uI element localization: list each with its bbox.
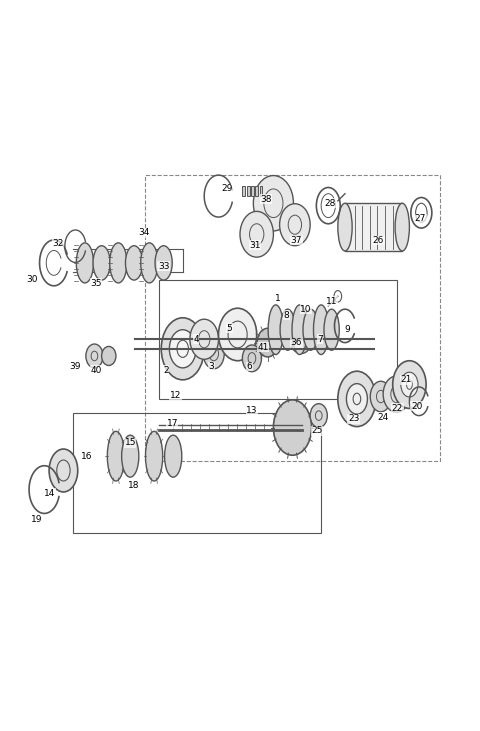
Text: 32: 32 [52,239,63,249]
Text: 19: 19 [30,515,42,523]
Ellipse shape [203,338,224,369]
Ellipse shape [121,435,139,477]
Ellipse shape [274,400,312,455]
Ellipse shape [155,246,172,280]
Text: 33: 33 [158,262,169,270]
Ellipse shape [141,243,158,283]
Text: 20: 20 [411,401,422,411]
Ellipse shape [292,305,307,355]
Ellipse shape [338,371,376,427]
Text: 39: 39 [70,362,81,371]
Text: 16: 16 [81,452,92,461]
Text: 10: 10 [300,305,312,314]
Bar [251,186,254,196]
Text: 23: 23 [348,414,359,423]
Bar [255,186,258,196]
Ellipse shape [76,243,94,283]
Text: 6: 6 [247,362,252,371]
Ellipse shape [370,382,391,412]
Ellipse shape [289,320,313,354]
Text: 2: 2 [163,366,169,375]
Text: 15: 15 [124,439,136,447]
Ellipse shape [395,203,409,251]
Ellipse shape [253,175,293,231]
Bar [242,186,245,196]
Text: 26: 26 [372,236,384,245]
Ellipse shape [310,404,327,428]
Bar [345,203,402,251]
Ellipse shape [93,246,110,280]
Text: 1: 1 [276,294,281,303]
Ellipse shape [86,344,103,368]
Text: 31: 31 [250,240,261,250]
Ellipse shape [161,318,204,380]
Text: 24: 24 [378,412,389,422]
Text: 4: 4 [193,335,199,344]
Text: 28: 28 [324,199,336,208]
Ellipse shape [393,360,426,409]
Text: 3: 3 [208,363,214,371]
Text: 35: 35 [90,279,102,288]
Ellipse shape [257,328,278,357]
Text: 17: 17 [167,419,178,428]
Text: 30: 30 [27,275,38,284]
Text: 9: 9 [345,325,350,334]
Bar [260,186,263,196]
Ellipse shape [169,330,196,368]
Ellipse shape [218,308,257,360]
Text: 27: 27 [415,214,426,223]
Text: 34: 34 [138,228,149,238]
Bar [247,186,250,196]
Text: 8: 8 [283,311,289,320]
Text: 36: 36 [290,338,302,347]
Ellipse shape [110,243,127,283]
Ellipse shape [347,384,367,414]
Text: 18: 18 [128,481,140,491]
Text: 13: 13 [246,406,258,415]
Text: 5: 5 [227,324,232,333]
Ellipse shape [190,319,218,360]
Text: 40: 40 [90,366,102,375]
Ellipse shape [303,309,318,350]
Ellipse shape [242,345,262,371]
Text: 25: 25 [312,426,323,436]
Text: 29: 29 [221,184,232,194]
Text: 7: 7 [317,335,323,344]
Ellipse shape [313,305,329,355]
Text: 37: 37 [290,236,302,245]
Ellipse shape [280,204,310,246]
Text: 11: 11 [326,297,337,306]
Ellipse shape [383,376,410,412]
Ellipse shape [125,246,143,280]
Text: 21: 21 [400,375,412,385]
Ellipse shape [338,203,352,251]
Text: 38: 38 [261,195,272,204]
Ellipse shape [240,211,274,257]
Text: 41: 41 [257,343,269,352]
Ellipse shape [401,372,418,397]
Ellipse shape [108,431,124,481]
Ellipse shape [324,309,339,350]
Text: 12: 12 [170,390,181,400]
Text: 22: 22 [392,404,403,413]
Ellipse shape [280,309,295,350]
Ellipse shape [145,431,163,481]
Text: 14: 14 [44,489,56,498]
Ellipse shape [165,435,182,477]
Ellipse shape [268,305,283,355]
Ellipse shape [102,346,116,366]
Ellipse shape [49,449,78,492]
